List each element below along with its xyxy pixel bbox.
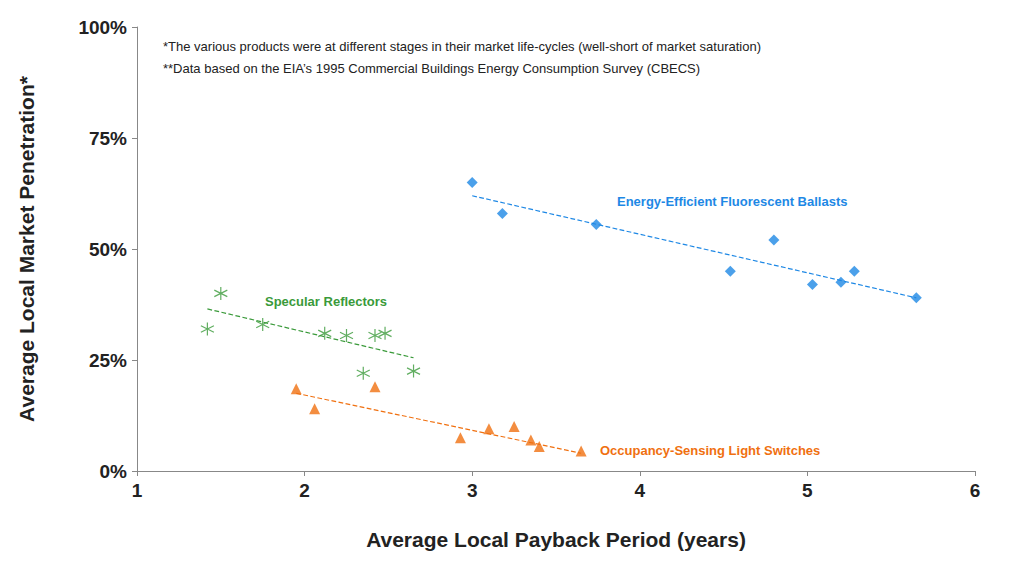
svg-text:0%: 0% — [100, 461, 128, 482]
svg-text:Average Local Payback Period (: Average Local Payback Period (years) — [366, 528, 746, 551]
svg-text:1: 1 — [132, 480, 143, 501]
svg-text:Energy-Efficient Fluorescent B: Energy-Efficient Fluorescent Ballasts — [617, 194, 847, 209]
svg-text:4: 4 — [635, 480, 646, 501]
svg-text:5: 5 — [802, 480, 813, 501]
svg-text:Specular Reflectors: Specular Reflectors — [265, 294, 387, 309]
svg-text:25%: 25% — [89, 350, 127, 371]
svg-text:75%: 75% — [89, 128, 127, 149]
svg-text:2: 2 — [299, 480, 310, 501]
svg-text:50%: 50% — [89, 239, 127, 260]
svg-text:**Data based on the EIA’s 1995: **Data based on the EIA’s 1995 Commercia… — [163, 61, 700, 76]
svg-text:Average Local Market Penetrati: Average Local Market Penetration* — [15, 75, 38, 422]
svg-text:100%: 100% — [78, 17, 127, 38]
svg-text:3: 3 — [467, 480, 478, 501]
svg-text:Occupancy-Sensing Light Switch: Occupancy-Sensing Light Switches — [600, 443, 820, 458]
svg-text:6: 6 — [970, 480, 981, 501]
svg-text:*The various products were at: *The various products were at different … — [163, 39, 761, 54]
